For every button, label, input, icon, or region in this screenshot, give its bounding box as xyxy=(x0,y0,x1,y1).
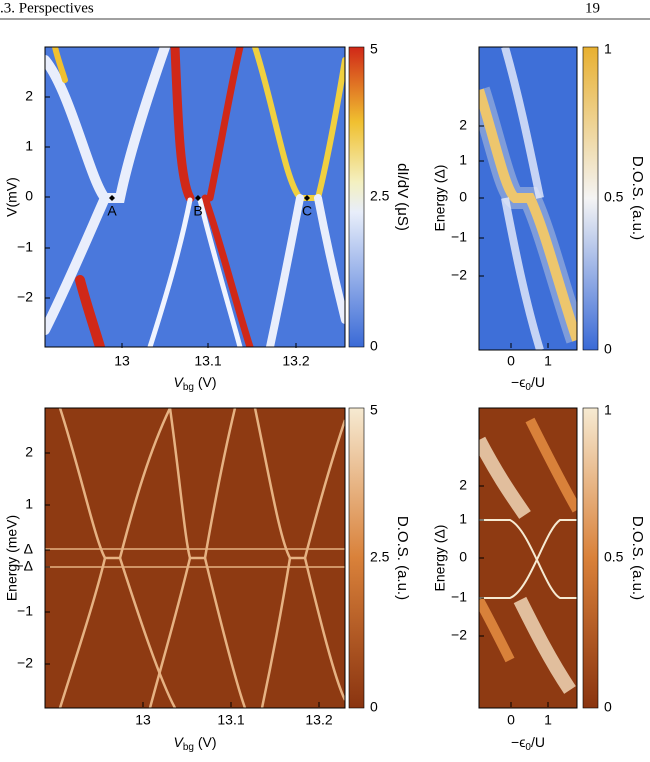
colorbar-tick-label: 0 xyxy=(370,699,378,715)
y-tick-label: −2 xyxy=(17,289,33,305)
y-tick-label: 2 xyxy=(459,477,467,493)
marker-label: B xyxy=(193,203,202,219)
marker-point xyxy=(304,195,310,201)
colorbar xyxy=(582,407,599,709)
heatmap xyxy=(45,47,345,347)
colorbar xyxy=(348,46,365,348)
heatmap xyxy=(479,408,577,708)
x-axis-label: Vbg (V) xyxy=(173,374,216,393)
section-title: .3. Perspectives xyxy=(0,0,94,16)
heatmap xyxy=(45,408,345,708)
colorbar-tick-label: 5 xyxy=(370,402,378,418)
colorbar-tick-label: 5 xyxy=(370,41,378,57)
y-tick-label: −1 xyxy=(451,229,467,245)
colorbar-tick-label: 0.5 xyxy=(604,189,624,205)
y-tick-label: 1 xyxy=(459,152,467,168)
colorbar-label: D.O.S. (a.u.) xyxy=(394,516,411,600)
colorbar xyxy=(348,407,365,709)
y-tick-label: −2 xyxy=(451,267,467,283)
label-part: V xyxy=(173,374,184,390)
marker-point xyxy=(109,195,115,201)
y-tick-label: 1 xyxy=(25,496,33,512)
marker-point xyxy=(195,195,201,201)
colorbar-tick-label: 1 xyxy=(604,41,612,57)
y-tick-label: 1 xyxy=(459,511,467,527)
y-tick-label: −1 xyxy=(17,239,33,255)
y-tick-label: 2 xyxy=(25,88,33,104)
subscript: bg xyxy=(183,742,194,753)
y-tick-label: −1 xyxy=(17,603,33,619)
y-tick-label: 2 xyxy=(25,444,33,460)
x-axis-label: −ϵ0/U xyxy=(511,374,545,393)
y-axis-label: Energy (Δ) xyxy=(432,165,448,232)
y-tick-label: 0 xyxy=(459,189,467,205)
label-part: −ϵ xyxy=(511,374,525,390)
colorbar-tick-label: 2.5 xyxy=(370,188,390,204)
x-tick-label: 13 xyxy=(114,353,130,369)
x-tick-label: 13 xyxy=(135,712,151,728)
colorbar-tick-label: 0 xyxy=(370,338,378,354)
marker-label: C xyxy=(302,203,312,219)
marker-label: A xyxy=(107,203,117,219)
x-tick-label: 13.2 xyxy=(282,353,309,369)
y-tick-label: 1 xyxy=(25,138,33,154)
x-tick-label: 0 xyxy=(507,353,515,369)
plot-frame xyxy=(44,407,346,709)
label-part: −ϵ xyxy=(511,734,525,750)
subscript: bg xyxy=(183,382,194,393)
x-tick-label: 1 xyxy=(544,353,552,369)
colorbar-tick-label: 0 xyxy=(604,699,612,715)
colorbar-tick-label: 2.5 xyxy=(370,549,390,565)
x-tick-label: 13.2 xyxy=(305,712,332,728)
label-part: V xyxy=(173,734,184,750)
subscript: 0 xyxy=(525,382,531,393)
x-axis-label: Vbg (V) xyxy=(173,734,216,753)
x-axis-label: −ϵ0/U xyxy=(511,734,545,753)
y-tick-label: −1 xyxy=(451,589,467,605)
y-axis-label: V(mV) xyxy=(4,177,20,217)
x-tick-label: 1 xyxy=(544,712,552,728)
colorbar-tick-label: 0.5 xyxy=(604,549,624,565)
x-tick-label: 13.1 xyxy=(194,353,221,369)
x-tick-label: 13.1 xyxy=(217,712,244,728)
y-tick-label: 2 xyxy=(459,117,467,133)
y-tick-label: −2 xyxy=(451,627,467,643)
heatmap xyxy=(479,47,577,350)
y-axis-label: Energy (Δ) xyxy=(432,525,448,592)
y-tick-label: 0 xyxy=(459,549,467,565)
label-part: /U xyxy=(531,374,545,390)
y-axis-label: Energy (meV) xyxy=(4,515,20,601)
y-tick-label: Δ xyxy=(24,541,33,557)
label-part: /U xyxy=(531,734,545,750)
colorbar-tick-label: 0 xyxy=(604,341,612,357)
label-part: (V) xyxy=(194,374,217,390)
colorbar-label: D.O.S. (a.u.) xyxy=(629,156,646,240)
y-tick-label: −Δ xyxy=(15,558,33,574)
colorbar-tick-label: 1 xyxy=(604,402,612,418)
label-part: (V) xyxy=(194,734,217,750)
subscript: 0 xyxy=(525,742,531,753)
colorbar-label: D.O.S. (a.u.) xyxy=(629,516,646,600)
colorbar-label: dI/dV (μS) xyxy=(394,163,411,231)
y-tick-label: 0 xyxy=(25,188,33,204)
colorbar xyxy=(582,46,599,351)
y-tick-label: −2 xyxy=(17,655,33,671)
x-tick-label: 0 xyxy=(507,712,515,728)
page-number: 19 xyxy=(585,0,600,16)
